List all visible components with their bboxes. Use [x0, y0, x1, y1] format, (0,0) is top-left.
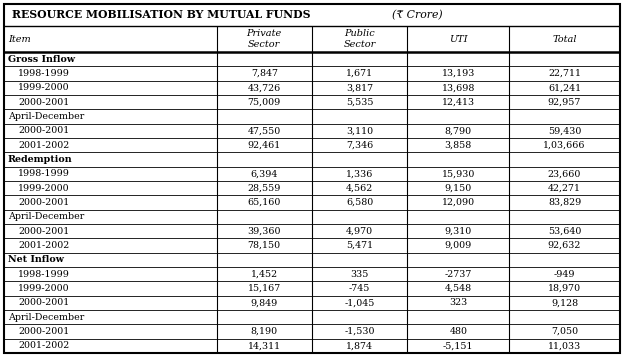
Text: Total: Total [552, 35, 577, 44]
Text: 8,790: 8,790 [445, 126, 472, 135]
Text: April-December: April-December [8, 112, 84, 121]
Text: RESOURCE MOBILISATION BY MUTUAL FUNDS: RESOURCE MOBILISATION BY MUTUAL FUNDS [12, 10, 311, 20]
Text: April-December: April-December [8, 212, 84, 221]
Text: 43,726: 43,726 [248, 83, 281, 92]
Text: 1,671: 1,671 [346, 69, 373, 78]
Text: 2000-2001: 2000-2001 [18, 198, 69, 207]
Text: 9,150: 9,150 [445, 183, 472, 193]
Text: Public
Sector: Public Sector [344, 29, 376, 49]
Text: 28,559: 28,559 [248, 183, 281, 193]
Text: 14,311: 14,311 [248, 341, 281, 350]
Text: 12,090: 12,090 [442, 198, 475, 207]
Text: 4,970: 4,970 [346, 227, 373, 236]
Text: 6,394: 6,394 [251, 169, 278, 178]
Text: 1999-2000: 1999-2000 [18, 284, 70, 293]
Text: 92,632: 92,632 [548, 241, 581, 250]
Text: -1,045: -1,045 [344, 298, 375, 307]
Text: 18,970: 18,970 [548, 284, 581, 293]
Text: 2001-2002: 2001-2002 [18, 141, 69, 150]
Text: -1,530: -1,530 [344, 327, 375, 336]
Text: 13,193: 13,193 [442, 69, 475, 78]
Text: 39,360: 39,360 [248, 227, 281, 236]
Text: 78,150: 78,150 [248, 241, 281, 250]
Text: 42,271: 42,271 [548, 183, 581, 193]
Text: April-December: April-December [8, 313, 84, 322]
Text: Item: Item [8, 35, 31, 44]
Text: Private
Sector: Private Sector [246, 29, 282, 49]
Text: 61,241: 61,241 [548, 83, 581, 92]
Text: 59,430: 59,430 [548, 126, 581, 135]
Text: 1998-1999: 1998-1999 [18, 169, 70, 178]
Text: 11,033: 11,033 [548, 341, 581, 350]
Text: 6,580: 6,580 [346, 198, 373, 207]
Text: (₹ Crore): (₹ Crore) [392, 10, 442, 20]
Text: Gross Inflow: Gross Inflow [8, 55, 75, 64]
Text: -2737: -2737 [445, 270, 472, 279]
Text: UTI: UTI [449, 35, 467, 44]
Text: 4,548: 4,548 [445, 284, 472, 293]
Text: -949: -949 [554, 270, 575, 279]
Text: 5,471: 5,471 [346, 241, 373, 250]
Text: 1,874: 1,874 [346, 341, 373, 350]
Text: -745: -745 [349, 284, 371, 293]
Text: 75,009: 75,009 [248, 98, 281, 107]
Text: 3,817: 3,817 [346, 83, 373, 92]
Text: 323: 323 [449, 298, 467, 307]
Text: 7,847: 7,847 [251, 69, 278, 78]
Text: 335: 335 [351, 270, 369, 279]
Text: 9,128: 9,128 [551, 298, 578, 307]
Text: 83,829: 83,829 [548, 198, 581, 207]
Text: 47,550: 47,550 [248, 126, 281, 135]
Text: 15,167: 15,167 [248, 284, 281, 293]
Text: 65,160: 65,160 [248, 198, 281, 207]
Text: 3,858: 3,858 [445, 141, 472, 150]
Text: Redemption: Redemption [8, 155, 72, 164]
Text: -5,151: -5,151 [443, 341, 474, 350]
Text: 23,660: 23,660 [548, 169, 581, 178]
Text: 1,336: 1,336 [346, 169, 373, 178]
Text: 15,930: 15,930 [442, 169, 475, 178]
Text: 1,452: 1,452 [251, 270, 278, 279]
Text: 2000-2001: 2000-2001 [18, 327, 69, 336]
Text: 13,698: 13,698 [442, 83, 475, 92]
Text: 1998-1999: 1998-1999 [18, 270, 70, 279]
Text: 2000-2001: 2000-2001 [18, 298, 69, 307]
Text: 7,050: 7,050 [551, 327, 578, 336]
Text: Net Inflow: Net Inflow [8, 255, 64, 264]
Text: 92,957: 92,957 [548, 98, 581, 107]
Text: 2001-2002: 2001-2002 [18, 341, 69, 350]
Text: 2000-2001: 2000-2001 [18, 126, 69, 135]
Text: 4,562: 4,562 [346, 183, 373, 193]
Text: 1999-2000: 1999-2000 [18, 83, 70, 92]
Text: 2000-2001: 2000-2001 [18, 98, 69, 107]
Text: 1999-2000: 1999-2000 [18, 183, 70, 193]
Text: 480: 480 [449, 327, 467, 336]
Text: 1998-1999: 1998-1999 [18, 69, 70, 78]
Text: 5,535: 5,535 [346, 98, 374, 107]
Text: 8,190: 8,190 [251, 327, 278, 336]
Text: 2000-2001: 2000-2001 [18, 227, 69, 236]
Text: 12,413: 12,413 [442, 98, 475, 107]
Text: 22,711: 22,711 [548, 69, 581, 78]
Text: 7,346: 7,346 [346, 141, 373, 150]
Text: 92,461: 92,461 [248, 141, 281, 150]
Text: 9,849: 9,849 [251, 298, 278, 307]
Text: 1,03,666: 1,03,666 [544, 141, 586, 150]
Text: 2001-2002: 2001-2002 [18, 241, 69, 250]
Text: 53,640: 53,640 [548, 227, 581, 236]
Text: 9,009: 9,009 [445, 241, 472, 250]
Text: 3,110: 3,110 [346, 126, 373, 135]
Text: 9,310: 9,310 [445, 227, 472, 236]
